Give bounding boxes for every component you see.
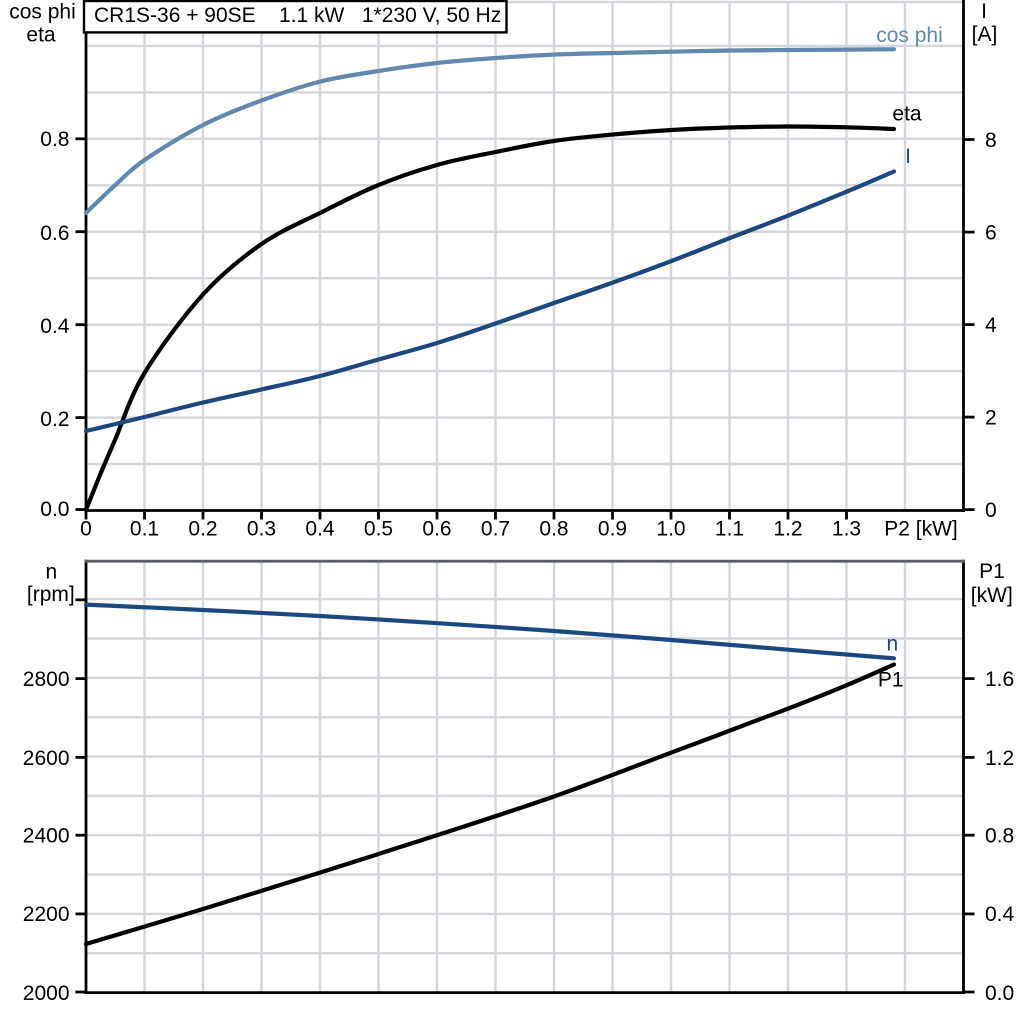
svg-text:0.0: 0.0 [985,982,1014,1005]
svg-text:0.8: 0.8 [40,128,69,151]
svg-text:0.1: 0.1 [130,518,159,541]
svg-text:0.4: 0.4 [985,903,1015,926]
svg-text:1.6: 1.6 [985,668,1014,691]
svg-text:[A]: [A] [972,23,998,46]
svg-text:0.8: 0.8 [539,518,568,541]
svg-text:2: 2 [985,407,997,430]
svg-text:1.3: 1.3 [832,518,861,541]
svg-text:0.2: 0.2 [188,518,217,541]
svg-text:1.1: 1.1 [715,518,744,541]
svg-text:0.4: 0.4 [40,315,70,338]
svg-text:I: I [905,145,911,168]
svg-text:[rpm]: [rpm] [27,583,75,606]
svg-text:0.9: 0.9 [598,518,627,541]
svg-text:0.3: 0.3 [247,518,276,541]
svg-text:1.0: 1.0 [656,518,685,541]
svg-text:n: n [887,632,899,655]
svg-text:P2 [kW]: P2 [kW] [884,518,958,541]
svg-text:0.4: 0.4 [305,518,335,541]
svg-text:I: I [981,0,987,23]
svg-text:eta: eta [26,24,56,47]
svg-text:P1: P1 [878,668,904,691]
svg-text:8: 8 [985,129,997,152]
svg-text:0.8: 0.8 [985,825,1014,848]
svg-text:6: 6 [985,222,997,245]
svg-text:P1: P1 [979,560,1005,583]
svg-text:1.2: 1.2 [985,747,1014,770]
svg-text:eta: eta [892,103,922,126]
svg-text:2400: 2400 [23,825,70,848]
svg-text:1.2: 1.2 [773,518,802,541]
svg-text:0.5: 0.5 [364,518,393,541]
svg-text:0.0: 0.0 [40,498,69,521]
svg-text:cos phi: cos phi [876,24,943,47]
svg-text:0.7: 0.7 [481,518,510,541]
svg-text:0: 0 [985,499,997,522]
svg-text:2200: 2200 [23,903,70,926]
svg-text:2000: 2000 [23,982,70,1005]
svg-text:0.6: 0.6 [40,222,69,245]
svg-text:0.2: 0.2 [40,408,69,431]
svg-text:cos phi: cos phi [9,1,76,24]
svg-text:n: n [45,561,57,584]
svg-text:0.6: 0.6 [422,518,451,541]
svg-text:4: 4 [985,314,997,337]
svg-text:2800: 2800 [23,668,70,691]
svg-text:0: 0 [80,518,92,541]
svg-text:CR1S-36 + 90SE 1.1 kW 1*2: CR1S-36 + 90SE 1.1 kW 1*230 V, 50 Hz [94,4,501,27]
svg-text:2600: 2600 [23,747,70,770]
svg-text:[kW]: [kW] [971,584,1013,607]
